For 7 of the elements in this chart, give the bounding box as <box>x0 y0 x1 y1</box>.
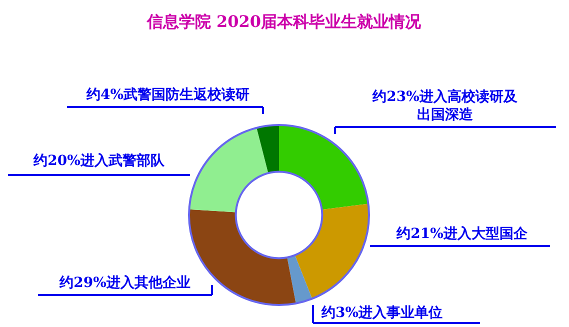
slice-label: 约21%进入大型国企 <box>396 226 528 242</box>
slice-label: 约3%进入事业单位 <box>320 305 443 321</box>
slice-label: 约20%进入武警部队 <box>32 152 166 169</box>
slice-label: 约29%进入其他企业 <box>58 275 190 291</box>
slice-label: 约23%进入高校读研及出国深造 <box>372 88 518 123</box>
slice-label: 约4%武警国防生返校读研 <box>85 86 250 103</box>
chart-title: 信息学院 2020届本科毕业生就业情况 <box>146 12 422 31</box>
